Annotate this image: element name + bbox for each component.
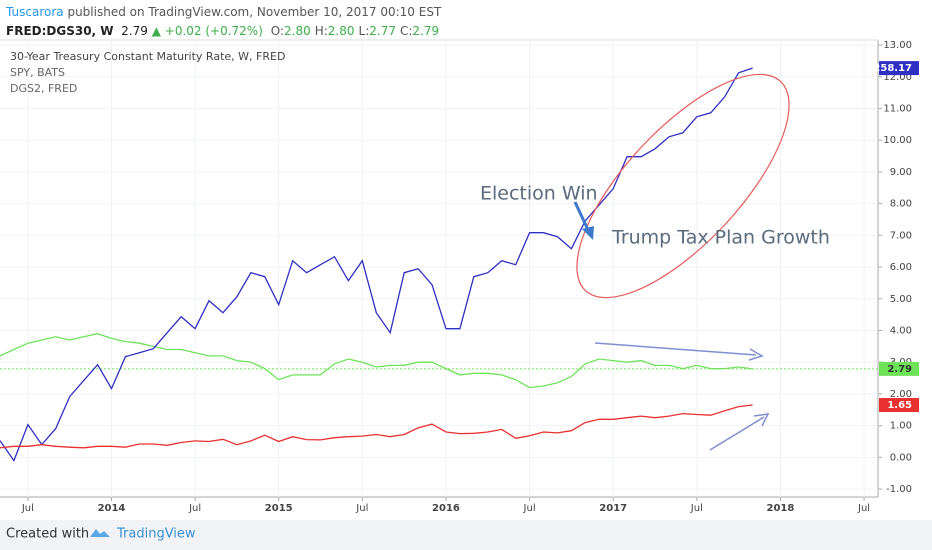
trend-arrow-head [753, 413, 770, 427]
y-tick-label: 12.00 [883, 72, 912, 83]
legend-entry: SPY, BATS [10, 66, 65, 79]
x-tick-label: Jul [857, 503, 870, 514]
annotation: Election Win [480, 183, 598, 205]
price-label: 258.17 [873, 63, 912, 74]
election-arrow [573, 201, 591, 233]
y-tick-label: 1.00 [890, 421, 912, 432]
series-line [0, 404, 753, 449]
trend-arrow [709, 416, 765, 451]
x-tick-label: Jul [690, 503, 703, 514]
ohlc-label: C: [399, 24, 413, 38]
price-label: 2.79 [887, 364, 912, 375]
series-line [0, 333, 753, 389]
y-tick-label: 13.00 [883, 40, 912, 51]
last: 2.79 [121, 24, 148, 38]
election-arrow-head [582, 226, 594, 240]
legend-entry: 30-Year Treasury Constant Maturity Rate,… [10, 50, 285, 63]
y-tick-label: 4.00 [890, 326, 912, 337]
ohlc-label: L: [358, 24, 370, 38]
y-tick-label: 8.00 [890, 199, 912, 210]
symbol: FRED:DGS30, W [6, 24, 114, 38]
y-tick-label: 7.00 [890, 230, 912, 241]
x-tick-label: 2014 [98, 503, 126, 514]
y-tick-label: 10.00 [883, 135, 912, 146]
footer-bg [0, 520, 932, 550]
quote-line: FRED:DGS30, W 2.79 ▲ +0.02 (+0.72%) O:2.… [6, 22, 441, 41]
ohlc-value: 2.79 [412, 24, 440, 38]
x-tick-label: Jul [523, 503, 536, 514]
footer-text: Created with [6, 527, 89, 542]
price-label-box [879, 361, 919, 376]
change: ▲ +0.02 (+0.72%) [151, 24, 263, 38]
x-tick-label: Jul [188, 503, 201, 514]
y-tick-label: 9.00 [890, 167, 912, 178]
header: Tuscarora published on TradingView.com, … [6, 3, 441, 41]
x-tick-label: Jul [355, 503, 368, 514]
annotation: Trump Tax Plan Growth [611, 227, 830, 249]
ohlc-value: 2.77 [369, 24, 396, 38]
y-tick-label: 11.00 [883, 104, 912, 115]
x-tick-label: 2017 [599, 503, 627, 514]
publish-line: Tuscarora published on TradingView.com, … [6, 3, 441, 22]
y-tick-label: -1.00 [886, 484, 912, 495]
plot [0, 40, 878, 497]
x-tick-label: 2018 [767, 503, 795, 514]
y-tick-label: 5.00 [890, 294, 912, 305]
x-tick-label: Jul [21, 503, 34, 514]
y-tick-label: 2.00 [890, 389, 912, 400]
ohlc-label: H: [314, 24, 328, 38]
x-tick-label: 2015 [265, 503, 293, 514]
author[interactable]: Tuscarora [6, 5, 64, 19]
price-label: 1.65 [887, 400, 912, 411]
ohlc: O:2.80 H:2.80 L:2.77 C:2.79 [267, 24, 439, 38]
published: published on TradingView.com, November 1… [67, 5, 442, 19]
brand-logo [90, 529, 110, 537]
legend-entry: DGS2, FRED [10, 82, 77, 95]
ohlc-value: 2.80 [284, 24, 311, 38]
trend-arrow [594, 342, 757, 356]
series-line [0, 67, 753, 462]
trend-arrow-head [748, 348, 764, 361]
footer-brand[interactable]: TradingView [116, 527, 196, 542]
ohlc-value: 2.80 [327, 24, 355, 38]
ohlc-label: O: [270, 24, 284, 38]
price-label-box [879, 61, 919, 76]
highlight-ellipse [576, 73, 790, 299]
y-tick-label: 0.00 [890, 452, 912, 463]
x-tick-label: 2016 [432, 503, 460, 514]
y-tick-label: 6.00 [890, 262, 912, 273]
price-label-box [879, 398, 919, 413]
